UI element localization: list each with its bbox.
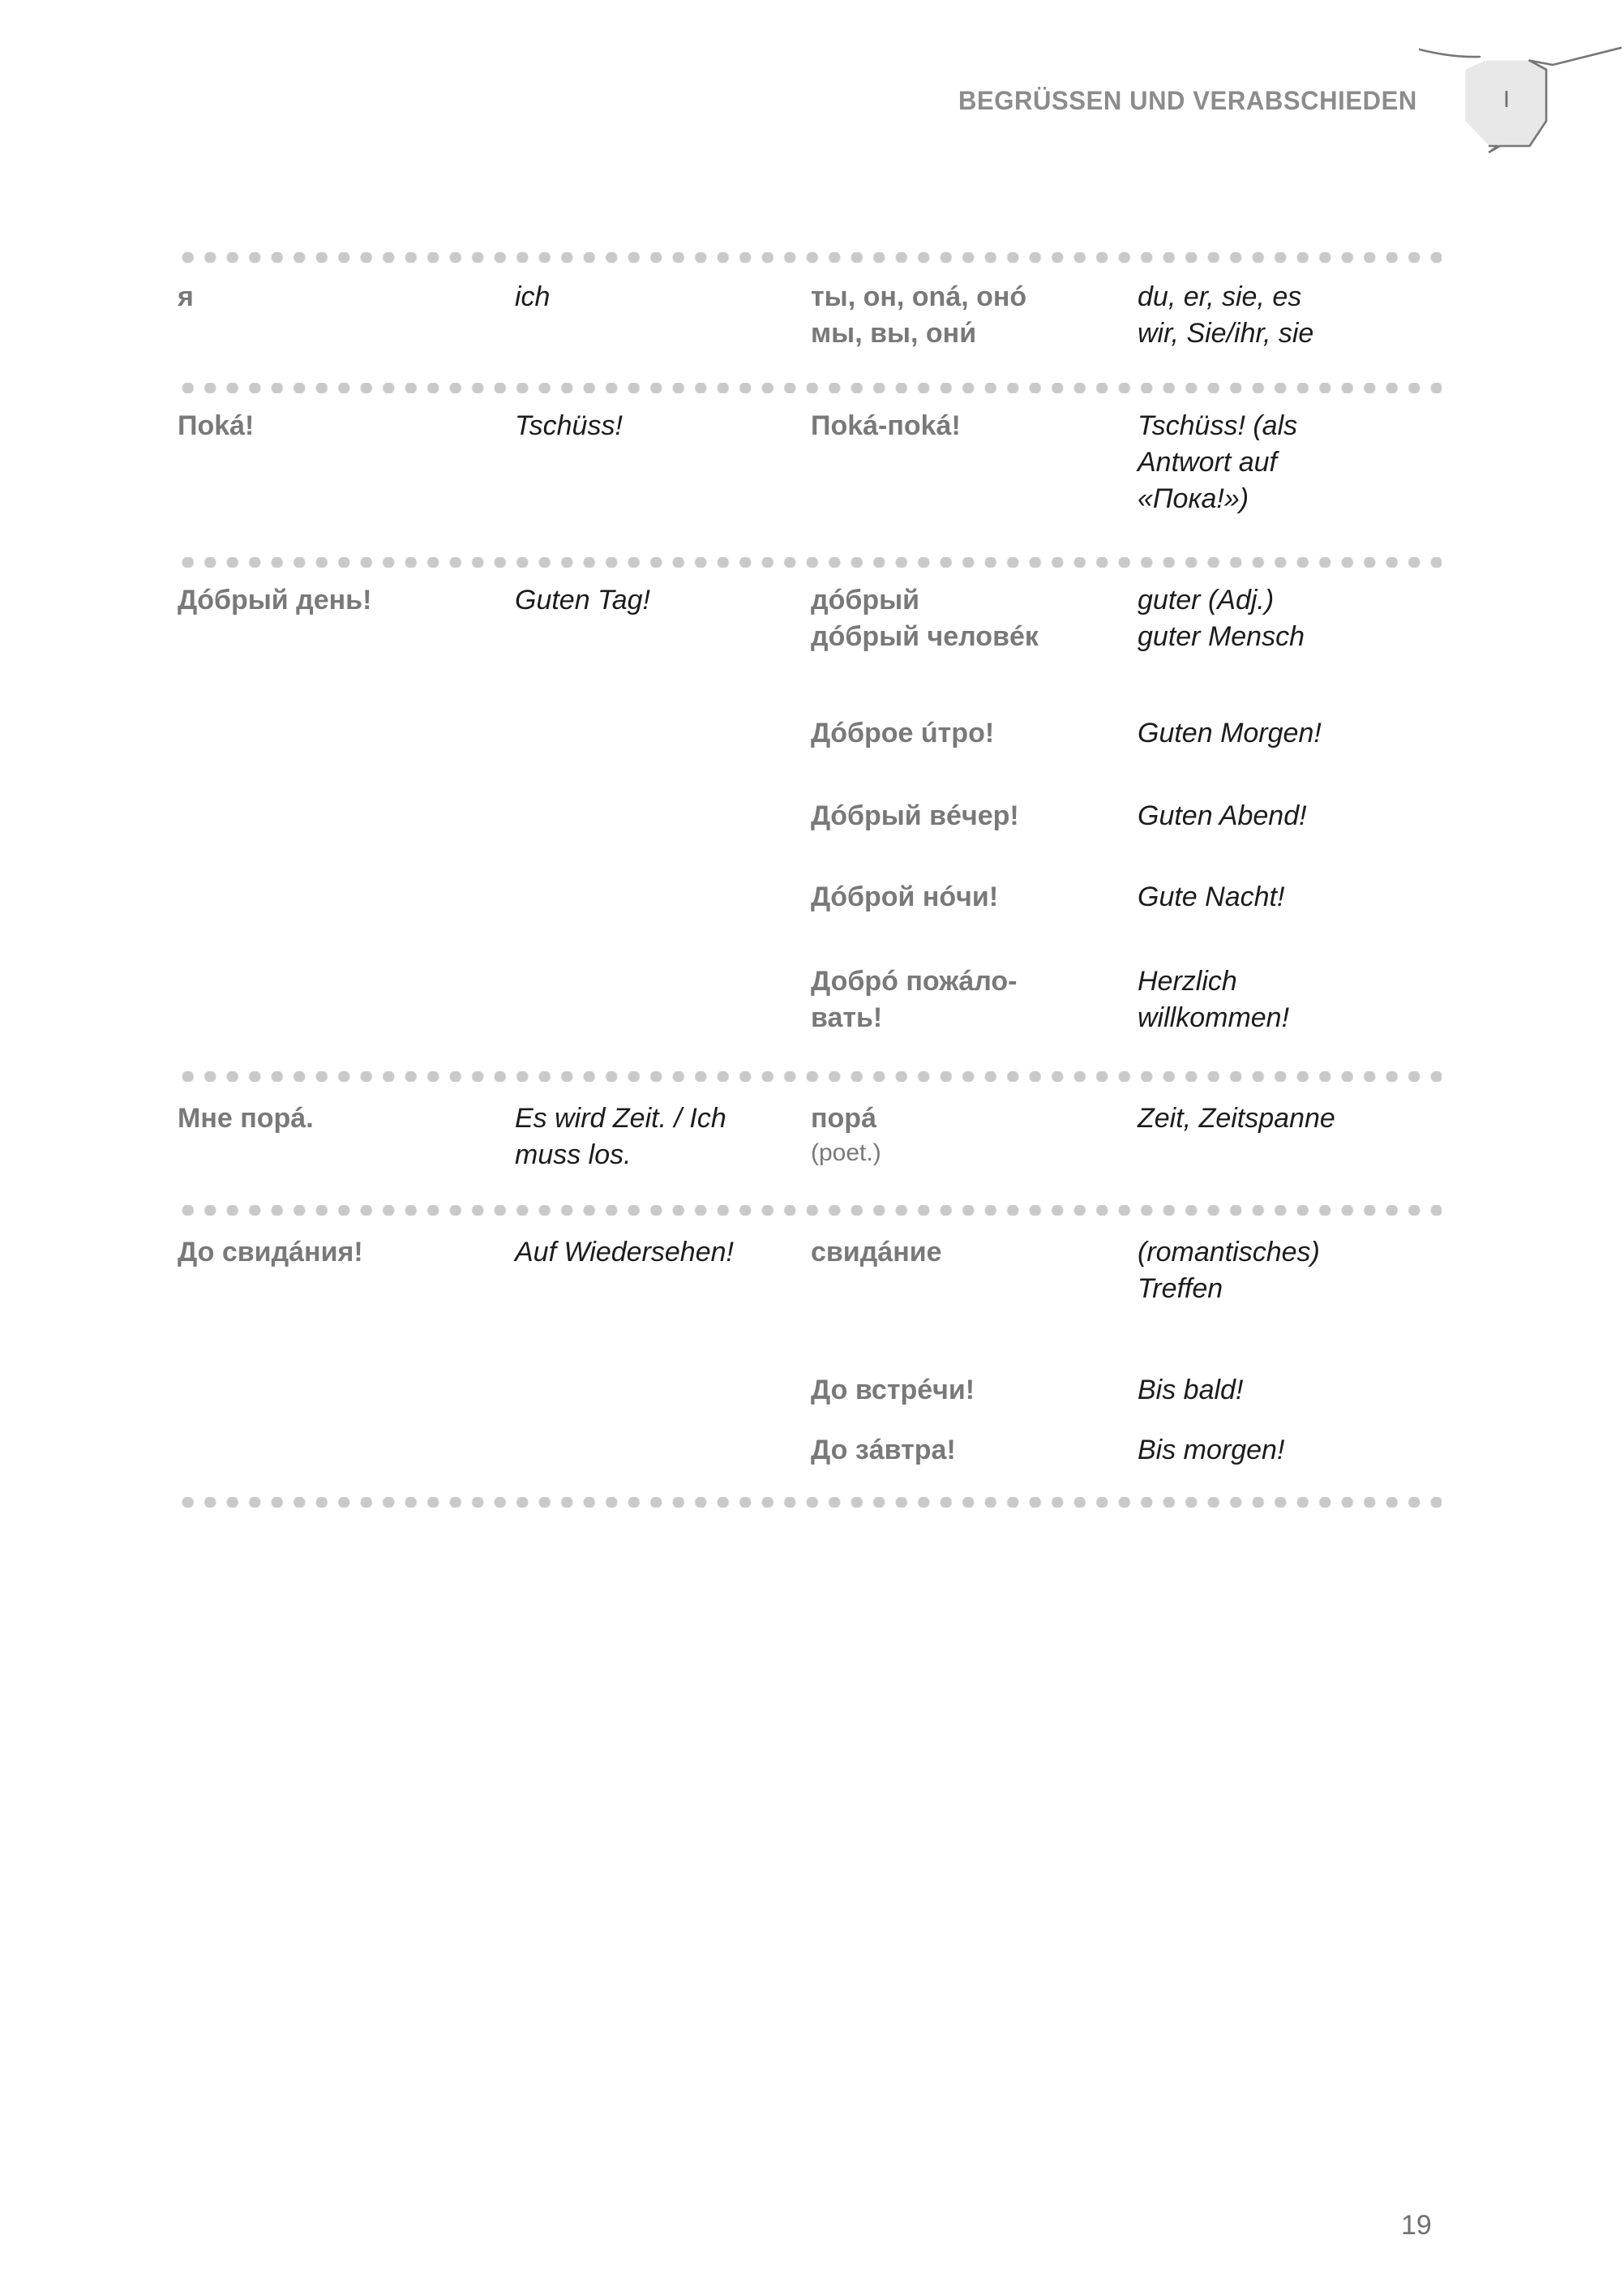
svg-text:I: I bbox=[1503, 87, 1510, 113]
